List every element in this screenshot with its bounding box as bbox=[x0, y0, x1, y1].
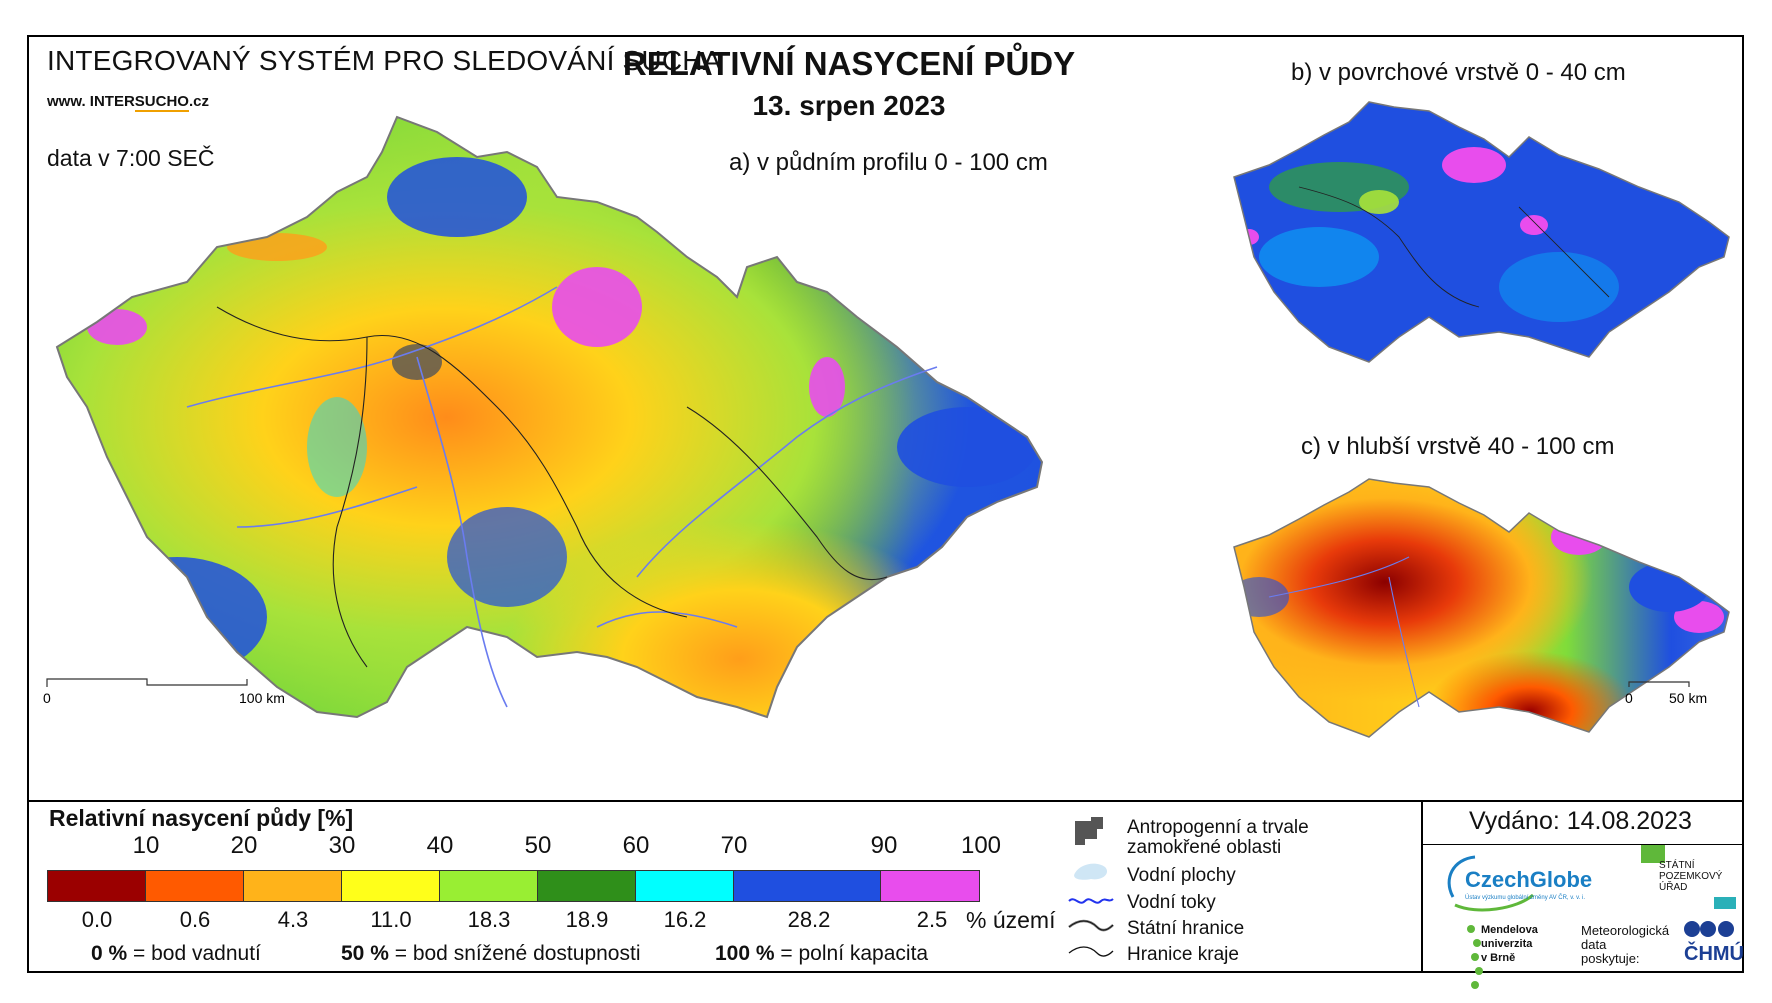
legend-swatch bbox=[342, 871, 440, 901]
legend-area-percent: 18.9 bbox=[565, 907, 609, 932]
legend-threshold: 20 bbox=[230, 832, 258, 859]
legend-threshold: 90 bbox=[870, 832, 898, 859]
czechglobe-subtitle: Ústav výzkumu globální změny AV ČR, v. v… bbox=[1465, 895, 1586, 901]
legend-area-percent: 0.6 bbox=[179, 907, 211, 932]
meteo-data-credit: Meteorologická data poskytuje: bbox=[1581, 924, 1669, 966]
system-title: INTEGROVANÝ SYSTÉM PRO SLEDOVÁNÍ SUCHA bbox=[47, 45, 722, 76]
scale-small-start: 0 bbox=[1625, 690, 1633, 706]
map-c-deep-layer: 0 50 km bbox=[1233, 478, 1730, 738]
footer-divider bbox=[1421, 800, 1423, 971]
map-a-soil-profile: 0 100 km bbox=[43, 115, 1044, 719]
legend-area-percent: 18.3 bbox=[467, 907, 511, 932]
legend-state-border: Státní hranice bbox=[1127, 918, 1245, 939]
website-suffix: .cz bbox=[188, 93, 209, 110]
definition-field-capacity: 100 % = polní kapacita bbox=[715, 942, 928, 966]
legend-swatch bbox=[146, 871, 244, 901]
scale-bar-main bbox=[46, 678, 248, 687]
legend-water-bodies: Vodní plochy bbox=[1127, 865, 1236, 886]
legend-region-border: Hranice kraje bbox=[1127, 944, 1239, 965]
state-border-icon bbox=[1068, 919, 1114, 932]
legend-title: Relativní nasycení půdy [%] bbox=[49, 805, 354, 831]
map-b-surface-layer bbox=[1233, 101, 1730, 363]
definition-text: = polní kapacita bbox=[780, 942, 929, 965]
legend-label: zamokřené oblasti bbox=[1127, 837, 1282, 858]
scale-main-end: 100 km bbox=[239, 690, 285, 706]
scale-bar-small bbox=[1628, 681, 1690, 687]
legend-swatch bbox=[636, 871, 734, 901]
definition-value: 0 % bbox=[91, 942, 128, 965]
spu-line: STÁTNÍ bbox=[1659, 860, 1695, 871]
legend-threshold: 10 bbox=[132, 832, 160, 859]
chmu-logo-mark bbox=[1684, 921, 1734, 937]
legend-label: Antropogenní a trvale bbox=[1127, 817, 1309, 838]
legend-swatch bbox=[48, 871, 146, 901]
legend-swatch bbox=[244, 871, 342, 901]
meteo-line: poskytuje: bbox=[1581, 951, 1640, 966]
mendel-logo-dots bbox=[1467, 925, 1483, 989]
map-b-label: b) v povrchové vrstvě 0 - 40 cm bbox=[1291, 59, 1626, 86]
definition-value: 100 % bbox=[715, 942, 775, 965]
legend-area-percent: 11.0 bbox=[370, 907, 412, 932]
website-accent: SUCHO bbox=[134, 93, 189, 112]
spu-logo-text: STÁTNÍ POZEMKOVÝ ÚŘAD bbox=[1659, 860, 1722, 893]
mendel-logo-text: Mendelova univerzita v Brně bbox=[1481, 923, 1538, 965]
mendel-line: v Brně bbox=[1481, 952, 1516, 964]
chmu-logo-text: ČHMÚ bbox=[1684, 943, 1744, 965]
spu-line: ÚŘAD bbox=[1659, 882, 1688, 893]
legend-swatch bbox=[440, 871, 538, 901]
map-date: 13. srpen 2023 bbox=[752, 90, 946, 121]
meteo-line: data bbox=[1581, 937, 1607, 952]
main-title: RELATIVNÍ NASYCENÍ PŮDY bbox=[622, 45, 1076, 82]
legend-threshold: 100 bbox=[960, 832, 1002, 859]
anthropogenic-area-icon bbox=[1075, 817, 1103, 845]
spu-line: POZEMKOVÝ bbox=[1659, 871, 1723, 882]
legend-color-bar bbox=[47, 870, 980, 902]
data-time: data v 7:00 SEČ bbox=[47, 145, 215, 171]
definition-reduced-availability: 50 % = bod snížené dostupnosti bbox=[341, 942, 640, 966]
river-icon bbox=[1068, 898, 1114, 904]
scale-small-end: 50 km bbox=[1669, 690, 1707, 706]
website-prefix: www. INTER bbox=[47, 93, 135, 110]
spu-logo-mark bbox=[1641, 845, 1665, 863]
legend-swatch bbox=[881, 871, 979, 901]
legend-threshold: 70 bbox=[720, 832, 748, 859]
legend-area-percent: 16.2 bbox=[663, 907, 707, 932]
definition-wilting-point: 0 % = bod vadnutí bbox=[91, 942, 261, 966]
czechglobe-logo bbox=[1447, 855, 1534, 912]
mendel-line: univerzita bbox=[1481, 938, 1533, 950]
legend-threshold: 30 bbox=[328, 832, 356, 859]
definition-value: 50 % bbox=[341, 942, 389, 965]
issued-divider bbox=[1421, 844, 1742, 845]
definition-text: = bod snížené dostupnosti bbox=[394, 942, 641, 965]
scale-main-start: 0 bbox=[43, 690, 51, 706]
issued-date: Vydáno: 14.08.2023 bbox=[1469, 807, 1692, 835]
legend-threshold: 60 bbox=[622, 832, 650, 859]
map-c-label: c) v hlubší vrstvě 40 - 100 cm bbox=[1301, 433, 1615, 460]
legend-area-percent: 2.5 bbox=[916, 907, 948, 932]
legend-rivers: Vodní toky bbox=[1127, 892, 1216, 913]
map-frame: INTEGROVANÝ SYSTÉM PRO SLEDOVÁNÍ SUCHA w… bbox=[27, 35, 1744, 989]
legend-area-unit: % území bbox=[966, 907, 1056, 933]
definition-text: = bod vadnutí bbox=[133, 942, 261, 965]
website-link[interactable]: www. INTERSUCHO.cz bbox=[47, 93, 209, 112]
region-border-icon bbox=[1068, 946, 1114, 957]
legend-threshold: 50 bbox=[524, 832, 552, 859]
map-a-label: a) v půdním profilu 0 - 100 cm bbox=[729, 149, 1048, 176]
legend-threshold: 40 bbox=[426, 832, 454, 859]
meteo-line: Meteorologická bbox=[1581, 923, 1670, 938]
spu-logo-accent bbox=[1714, 897, 1736, 909]
legend-area-percent: 0.0 bbox=[81, 907, 113, 932]
legend-area-percent: 28.2 bbox=[787, 907, 831, 932]
water-body-icon bbox=[1074, 863, 1108, 880]
legend-divider bbox=[29, 800, 1742, 802]
legend-swatch bbox=[734, 871, 881, 901]
czechglobe-name: CzechGlobe bbox=[1465, 867, 1593, 892]
legend-swatch bbox=[538, 871, 636, 901]
map-symbol-icons bbox=[1068, 817, 1114, 957]
legend-anthropogenic: Antropogenní a trvale zamokřené oblasti bbox=[1127, 818, 1309, 858]
mendel-line: Mendelova bbox=[1481, 924, 1538, 936]
legend-area-percent: 4.3 bbox=[277, 907, 309, 932]
